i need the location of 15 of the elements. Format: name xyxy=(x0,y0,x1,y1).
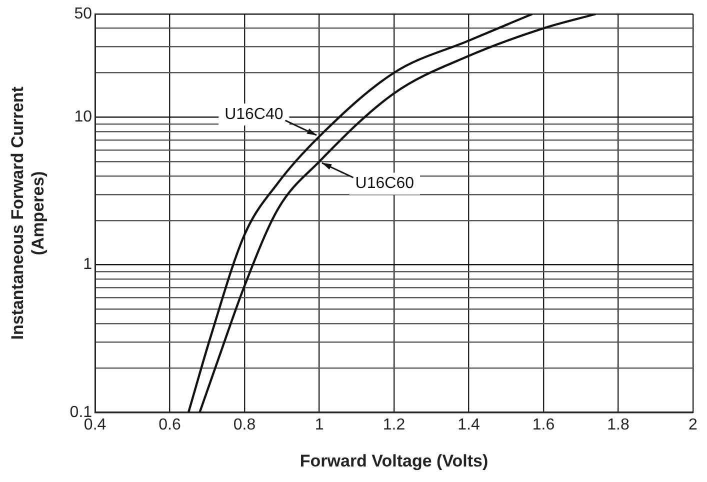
x-tick-label: 0.6 xyxy=(158,416,182,434)
x-tick-label: 2 xyxy=(688,416,698,434)
y-axis-title: Instantaneous Forward Current (Amperes) xyxy=(8,86,48,340)
x-tick-label: 1.4 xyxy=(458,416,480,434)
y-tick-label: 10 xyxy=(74,108,92,126)
y-tick-label: 1 xyxy=(83,256,92,274)
x-tick-label: 0.8 xyxy=(233,416,256,434)
x-tick-label: 1.2 xyxy=(382,416,406,434)
x-tick-label: 1.8 xyxy=(607,416,630,434)
text: U16C40 xyxy=(224,106,284,123)
x-axis-title: Forward Voltage (Volts) xyxy=(300,451,488,470)
x-tick-label: 1 xyxy=(314,416,324,434)
y-tick-label: 50 xyxy=(74,5,92,22)
text: U16C60 xyxy=(355,175,414,192)
x-tick-label: 1.6 xyxy=(532,416,555,434)
